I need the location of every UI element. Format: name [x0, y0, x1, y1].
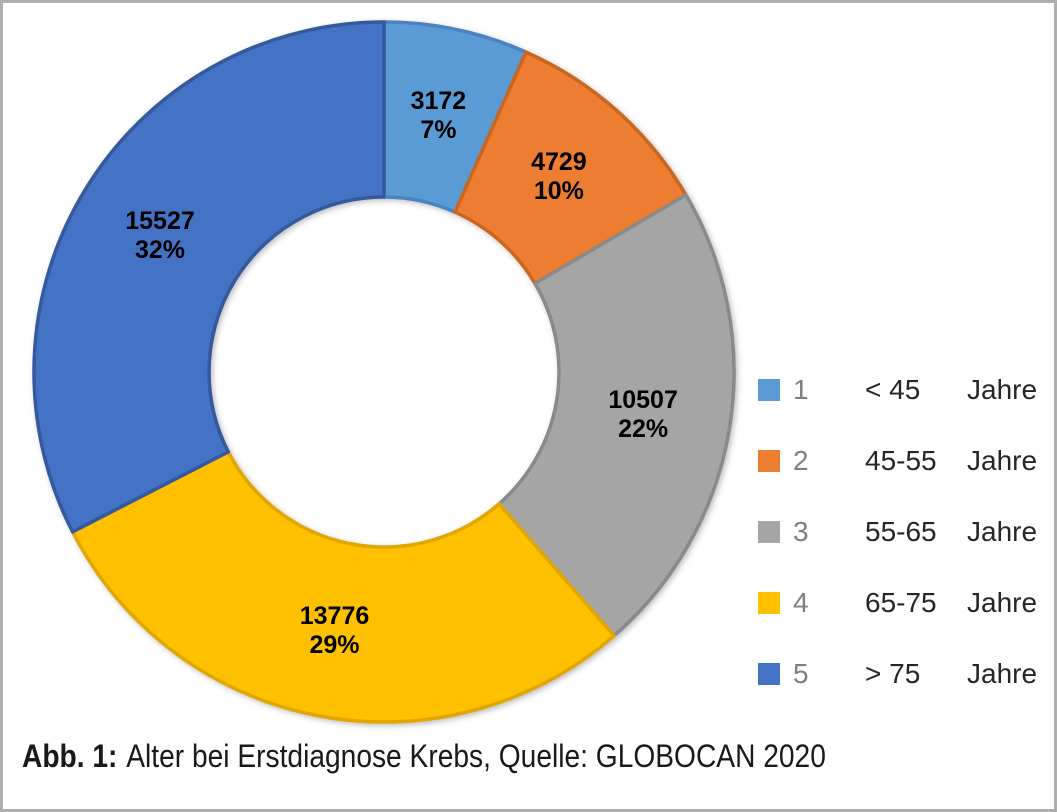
slice-label-3: 10507 22% [608, 386, 678, 443]
caption-text: Alter bei Erstdiagnose Krebs, Quelle: GL… [126, 738, 826, 774]
legend-range: > 75 [865, 658, 921, 689]
legend-swatch [758, 521, 780, 543]
donut-slice-3 [497, 193, 736, 638]
slice-percent-label: 32% [135, 236, 185, 264]
slice-value-label: 3172 [411, 87, 467, 115]
legend-index: 4 [793, 587, 809, 618]
legend-index: 2 [793, 445, 809, 476]
legend-range: < 45 [865, 374, 921, 405]
slice-value-label: 13776 [300, 602, 370, 630]
chart-legend: 1 < 45 Jahre 2 45-55 Jahre 3 55-65 Jahre… [758, 375, 1053, 730]
legend-swatch [758, 379, 780, 401]
slice-label-4: 13776 29% [300, 602, 370, 659]
donut-slice-4 [70, 450, 616, 724]
legend-item: 2 45-55 Jahre [758, 446, 1053, 476]
legend-range: 55-65 [865, 516, 937, 547]
legend-unit: Jahre [967, 587, 1038, 618]
legend-swatch [758, 592, 780, 614]
donut-slice-5 [32, 20, 386, 534]
legend-unit: Jahre [967, 374, 1038, 405]
legend-index: 3 [793, 516, 809, 547]
legend-item: 3 55-65 Jahre [758, 517, 1053, 547]
slice-value-label: 4729 [531, 148, 587, 176]
slice-percent-label: 7% [420, 116, 456, 144]
slice-value-label: 10507 [608, 386, 678, 414]
legend-range: 45-55 [865, 445, 937, 476]
figure-caption: Abb. 1: Alter bei Erstdiagnose Krebs, Que… [22, 736, 849, 776]
legend-item: 5 > 75 Jahre [758, 659, 1053, 689]
legend-unit: Jahre [967, 658, 1038, 689]
legend-unit: Jahre [967, 445, 1038, 476]
caption-label: Abb. 1: [22, 738, 118, 774]
legend-index: 5 [793, 658, 809, 689]
slice-percent-label: 10% [534, 177, 584, 205]
legend-unit: Jahre [967, 516, 1038, 547]
legend-range: 65-75 [865, 587, 937, 618]
slice-label-1: 3172 7% [411, 87, 467, 144]
slice-label-5: 15527 32% [125, 207, 195, 264]
slice-percent-label: 29% [309, 631, 359, 659]
legend-item: 4 65-75 Jahre [758, 588, 1053, 618]
slice-percent-label: 22% [618, 415, 668, 443]
legend-swatch [758, 450, 780, 472]
legend-swatch [758, 663, 780, 685]
legend-item: 1 < 45 Jahre [758, 375, 1053, 405]
slice-value-label: 15527 [125, 207, 195, 235]
legend-index: 1 [793, 374, 809, 405]
slice-label-2: 4729 10% [531, 148, 587, 205]
